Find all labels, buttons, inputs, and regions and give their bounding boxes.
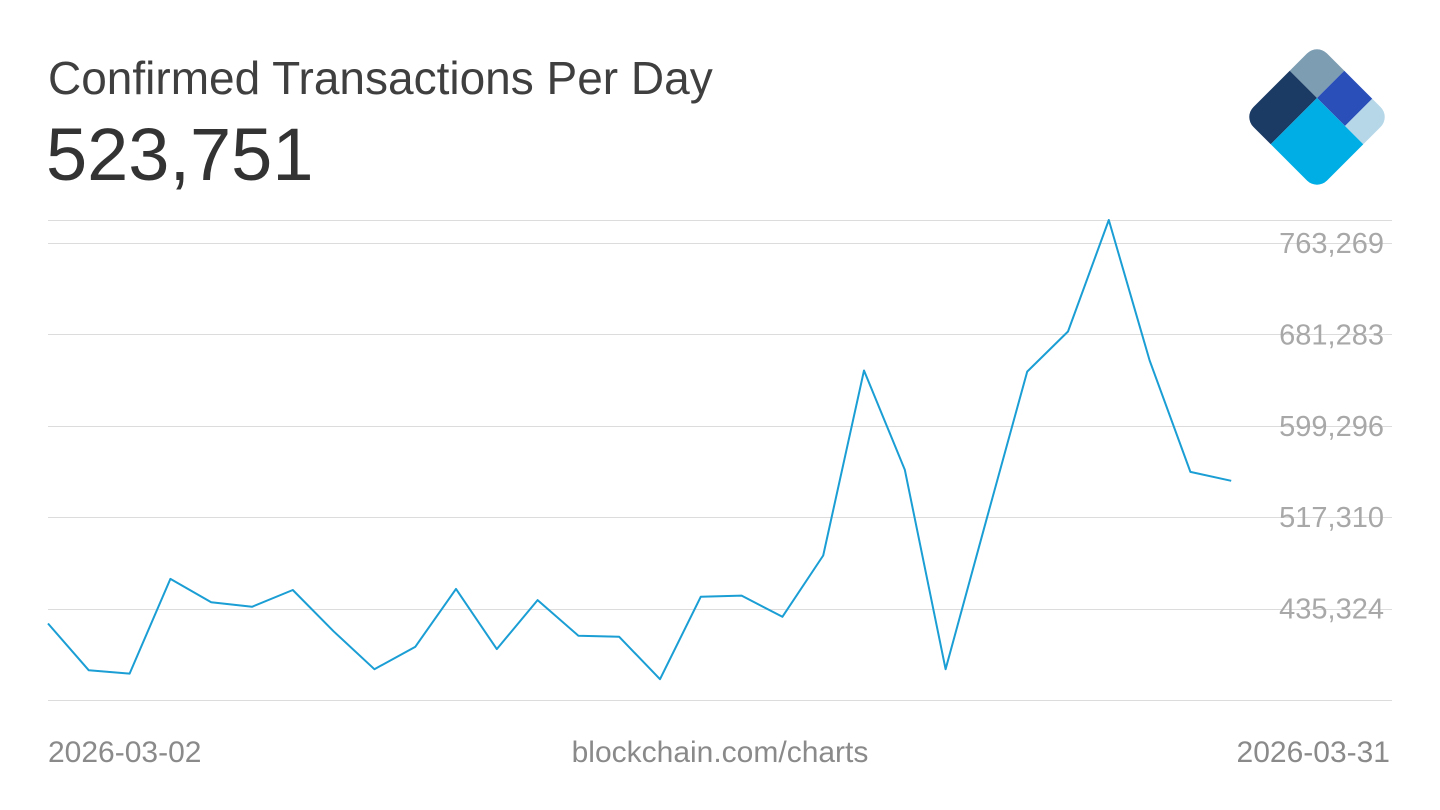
series-layer [47,219,1232,681]
grid-lines [48,220,1392,701]
source-link[interactable]: blockchain.com/charts [571,736,869,769]
y-tick-label: 681,283 [1279,319,1384,351]
x-axis-start-label: 2026-03-02 [48,736,202,769]
chart-title: Confirmed Transactions Per Day [48,52,713,104]
y-tick-label: 517,310 [1279,502,1384,534]
y-axis-tick-labels: 763,269 681,283 599,296 517,310 435,324 [1279,228,1384,626]
logo-segment-left [1244,70,1317,145]
series-line [47,219,1232,681]
blockchain-logo-icon [1244,44,1390,190]
current-value: 523,751 [46,113,314,196]
y-tick-label: 599,296 [1279,411,1384,443]
y-tick-label: 763,269 [1279,228,1384,260]
logo-segment-right-lower [1345,98,1390,145]
y-tick-label: 435,324 [1279,594,1384,626]
x-axis-end-label: 2026-03-31 [1236,736,1390,769]
